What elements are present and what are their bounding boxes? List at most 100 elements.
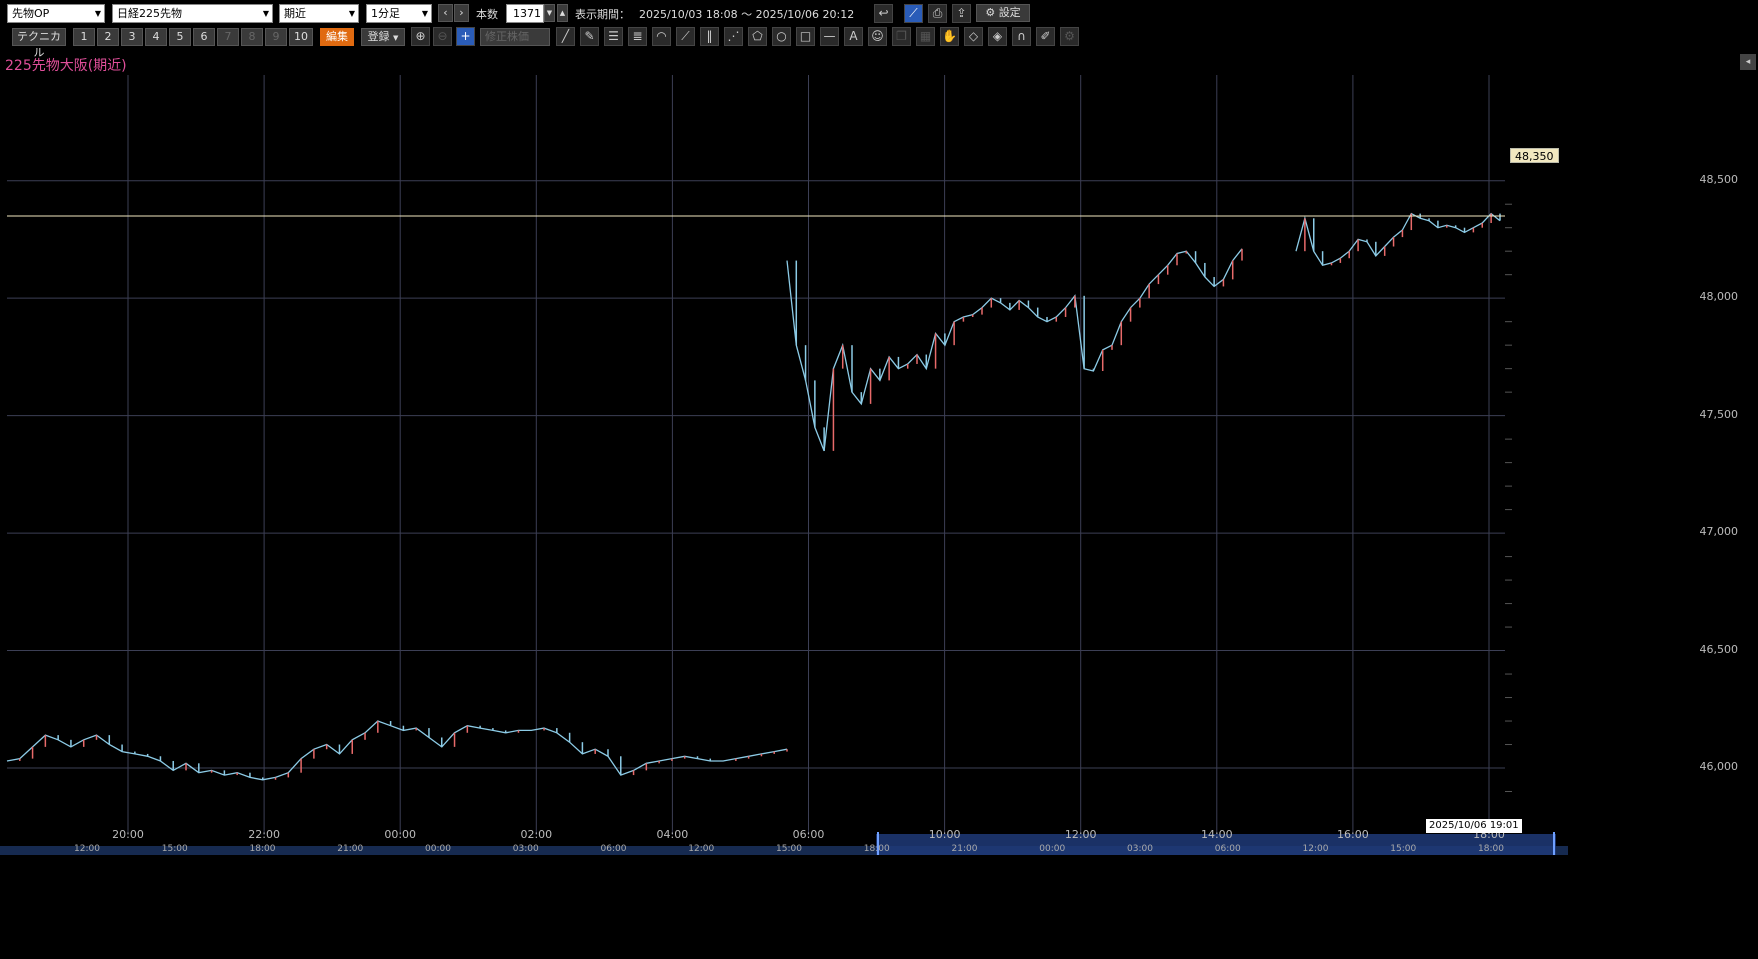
fibonacci-icon: ≣ [632,29,643,43]
grid-icon: ▦ [919,29,932,43]
cursor-date-label: 2025/10/06 19:01 [1426,819,1522,833]
preset-6[interactable]: 6 [193,28,215,46]
vlines-tool[interactable]: ‖ [700,27,719,46]
bars-input[interactable]: 1371 [506,4,544,23]
price-chart[interactable] [0,0,1568,855]
bars-down-button[interactable]: ▼ [544,4,555,22]
prev-button[interactable]: ‹ [438,4,453,22]
hline-icon: — [823,29,836,43]
contract-select[interactable]: 期近 ▼ [279,4,359,23]
zoom-in-icon: ⊕ [415,29,426,43]
x-tick-label: 06:00 [792,828,825,841]
pitchfork-tool[interactable]: ⋰ [724,27,743,46]
current-price-label: 48,350 [1510,148,1559,163]
export-icon: ⇪ [956,6,967,20]
trendline-tool[interactable]: ╱ [556,27,575,46]
hlines-icon: ☰ [608,29,619,43]
magnet-tool[interactable]: ∩ [1012,27,1031,46]
print-button[interactable]: ⎙ [928,4,947,23]
instrument-select[interactable]: 日経225先物 ▼ [112,4,273,23]
rectangle-tool[interactable]: □ [796,27,815,46]
stamp-tool[interactable]: ☺ [868,27,887,46]
x-tick-label: 14:00 [1200,828,1233,841]
navigator-tick-label: 06:00 [600,844,627,854]
text-tool[interactable]: A [844,27,863,46]
rectangle-icon: □ [799,29,812,43]
navigator-tick-label: 06:00 [1214,844,1241,854]
next-button[interactable]: › [454,4,469,22]
copy-tool[interactable]: ❐ [892,27,911,46]
register-button[interactable]: 登録 ▼ [361,28,405,46]
undo-icon: ↩ [878,6,889,20]
navigator-tick-label: 21:00 [337,844,364,854]
price-line-night [6,720,788,781]
technical-button[interactable]: テクニカル [12,28,66,59]
preset-8[interactable]: 8 [241,28,263,46]
hline-tool[interactable]: — [820,27,839,46]
export-button[interactable]: ⇪ [952,4,971,23]
fib-tool[interactable]: ≣ [628,27,647,46]
settings-button[interactable]: ⚙ 設定 [976,4,1030,22]
chevron-down-icon: ▼ [393,34,399,42]
chart-type-button[interactable]: ⟋ [904,4,923,23]
hlines-tool[interactable]: ☰ [604,27,623,46]
magnet-icon: ∩ [1017,29,1026,43]
adjusted-price-select[interactable]: 修正株価 [480,28,550,46]
navigator-track [0,846,1568,855]
triangle-down-icon: ▼ [546,9,553,17]
preset-2[interactable]: 2 [97,28,119,46]
gear-icon: ⚙ [985,6,996,19]
ruler-tool[interactable]: ✎ [580,27,599,46]
category-select[interactable]: 先物OP ▼ [7,4,105,23]
x-tick-label: 10:00 [928,828,961,841]
eraser-tool[interactable]: ◇ [964,27,983,46]
crosshair-button[interactable]: + [456,27,475,46]
register-label: 登録 [367,30,390,43]
x-tick-label: 16:00 [1337,828,1369,841]
contract-value: 期近 [284,7,306,20]
bars-up-button[interactable]: ▲ [557,4,568,22]
navigator-tick-label: 15:00 [1390,844,1417,854]
x-tick-label: 04:00 [656,828,689,841]
preset-9[interactable]: 9 [265,28,287,46]
y-tick-label: 48,500 [1699,172,1739,186]
navigator-tick-label: 12:00 [688,844,715,854]
preset-10[interactable]: 10 [289,28,313,46]
x-tick-label: 20:00 [112,828,144,841]
line-chart-icon: ⟋ [909,6,918,20]
interval-value: 1分足 [371,7,400,20]
lock-tool[interactable]: ✐ [1036,27,1055,46]
hand-tool[interactable]: ✋ [940,27,959,46]
interval-select[interactable]: 1分足 ▼ [366,4,432,23]
settings-label: 設定 [998,6,1021,19]
edit-button[interactable]: 編集 [320,28,354,46]
draw-settings-tool[interactable]: ⚙ [1060,27,1079,46]
chevron-right-icon: › [459,6,464,19]
zoom-in-button[interactable]: ⊕ [411,27,430,46]
period-label: 表示期間： [575,8,630,21]
chevron-left-icon: ‹ [443,6,448,19]
preset-7[interactable]: 7 [217,28,239,46]
y-tick-label: 46,000 [1699,760,1739,774]
circle-tool[interactable]: ○ [772,27,791,46]
preset-4[interactable]: 4 [145,28,167,46]
adjusted-price-label: 修正株価 [485,30,529,43]
y-tick-label: 47,000 [1699,525,1739,539]
collapse-panel-button[interactable]: ◂ [1740,54,1756,70]
zoom-out-button[interactable]: ⊖ [433,27,452,46]
navigator-tick-label: 15:00 [161,844,188,854]
trendline-icon: ╱ [561,29,570,43]
navigator-tick-label: 12:00 [74,844,100,854]
preset-3[interactable]: 3 [121,28,143,46]
navigator-tick-label: 12:00 [1302,844,1329,854]
eraser-all-tool[interactable]: ◈ [988,27,1007,46]
arc-tool[interactable]: ◠ [652,27,671,46]
fan-tool[interactable]: ⟋ [676,27,695,46]
eraser-all-icon: ◈ [992,29,1003,43]
grid-tool[interactable]: ▦ [916,27,935,46]
pentagon-tool[interactable]: ⬠ [748,27,767,46]
preset-1[interactable]: 1 [73,28,95,46]
undo-button[interactable]: ↩ [874,4,893,23]
x-tick-label: 22:00 [248,828,280,841]
preset-5[interactable]: 5 [169,28,191,46]
